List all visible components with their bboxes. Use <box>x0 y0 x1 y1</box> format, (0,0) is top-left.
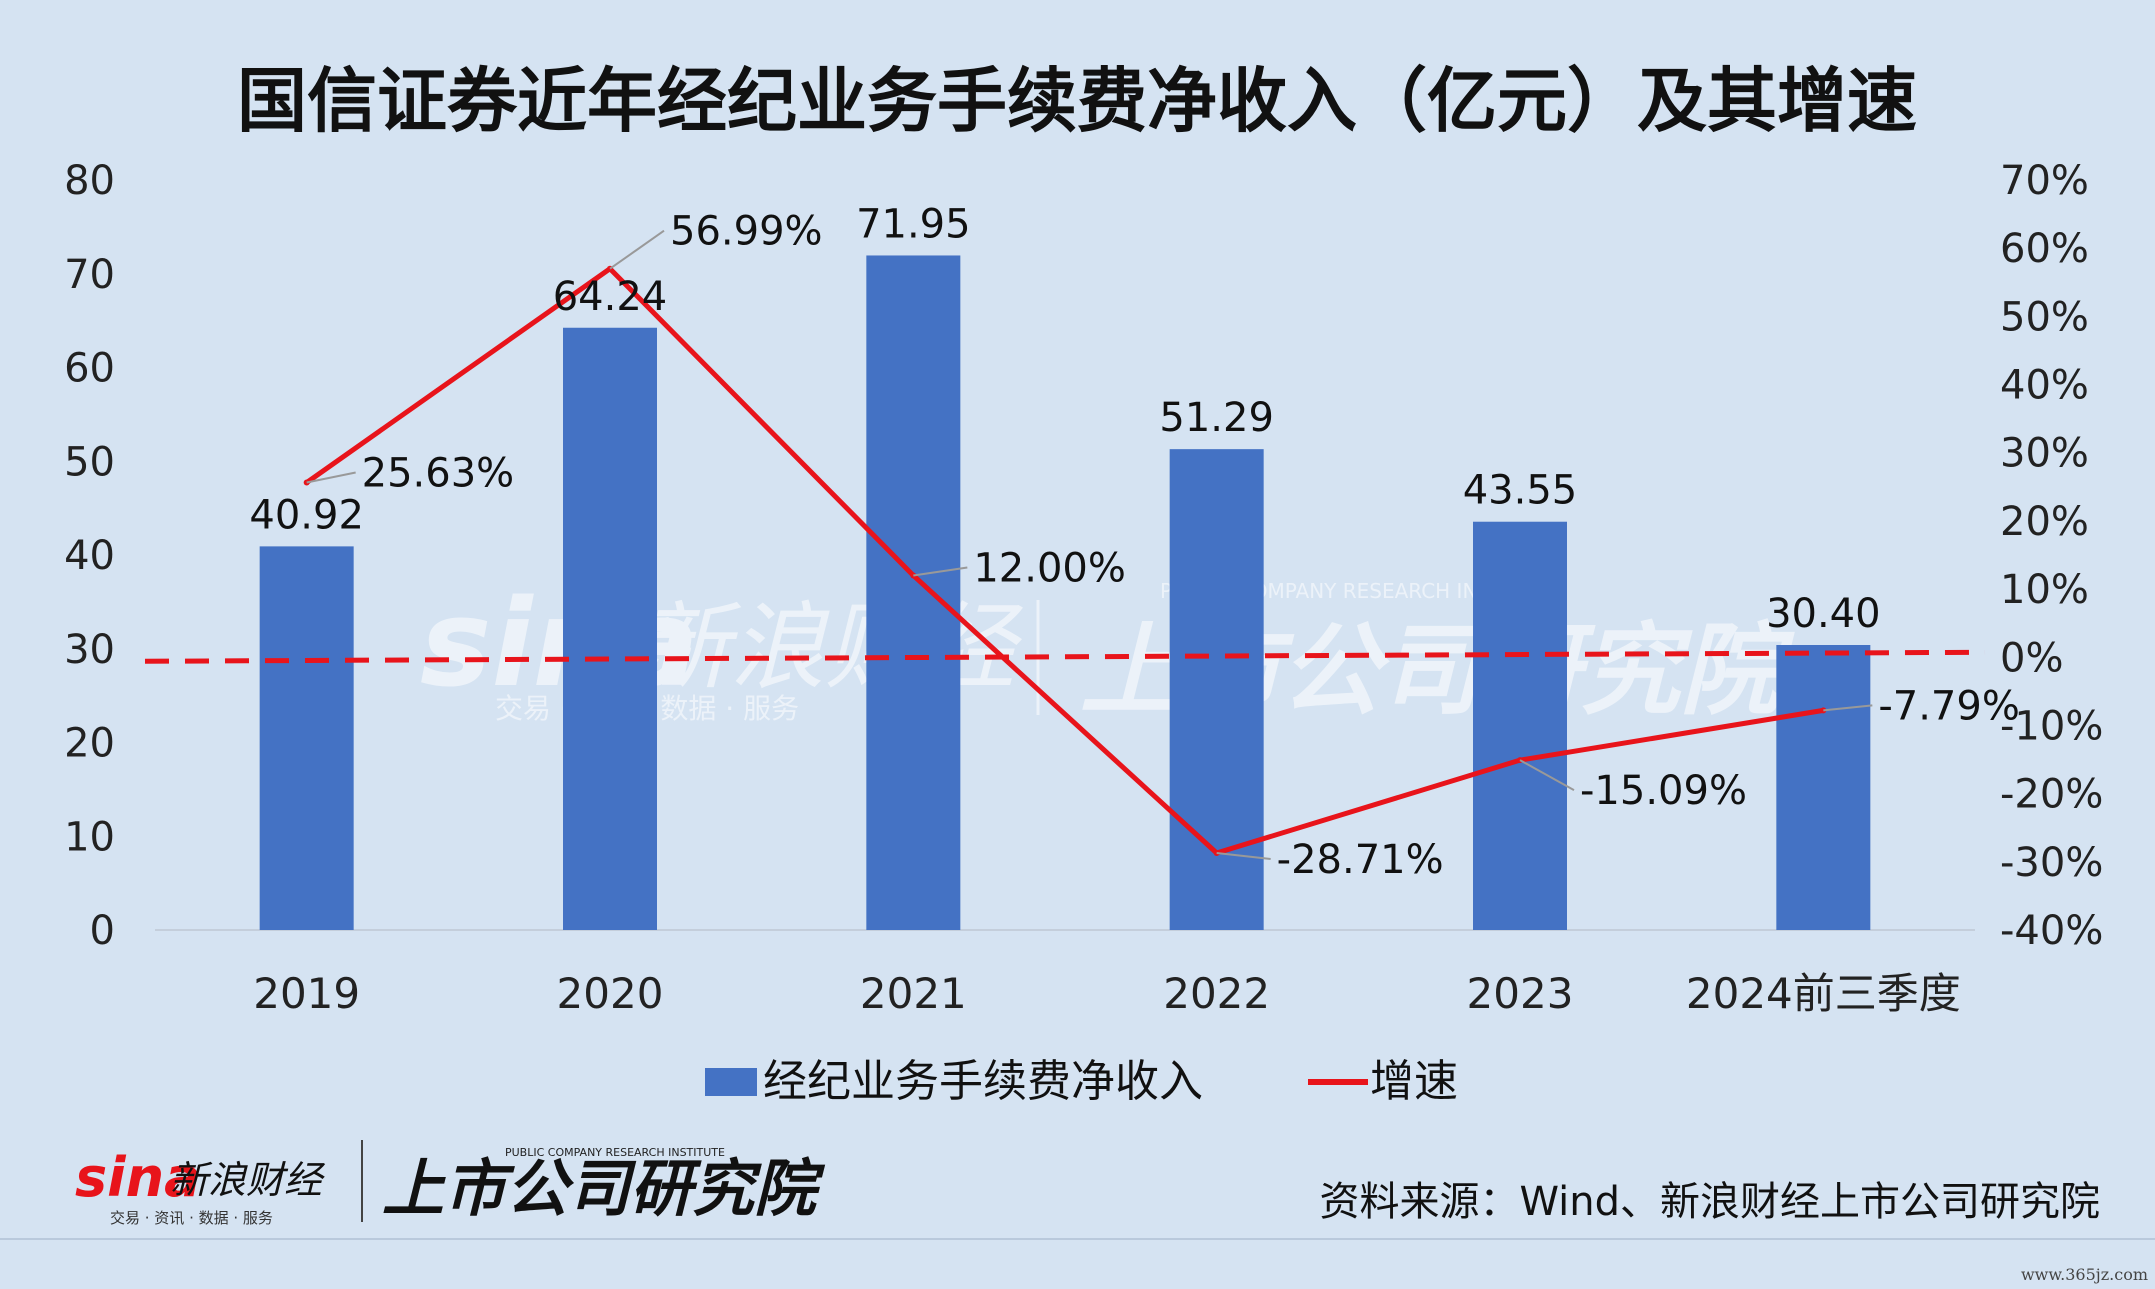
line-label-leader <box>1519 759 1575 792</box>
line-value-label: 25.63% <box>362 451 515 497</box>
y-left-tick-label: 40 <box>64 533 115 579</box>
bar-value-label: 64.24 <box>553 274 668 320</box>
y-right-tick-label: -20% <box>2000 772 2103 818</box>
line-label-leader <box>306 471 356 484</box>
line-label-leader <box>913 566 968 577</box>
x-tick-label: 2023 <box>1467 969 1574 1018</box>
y-right-tick-label: 10% <box>2000 567 2089 613</box>
bar <box>1473 521 1567 930</box>
y-left-tick-label: 30 <box>64 627 115 673</box>
y-right-tick-label: 60% <box>2000 226 2089 272</box>
legend-label-line: 增速 <box>1370 1056 1458 1107</box>
footer-logo: sina 新浪财经 交易 · 资讯 · 数据 · 服务 PUBLIC COMPA… <box>75 1140 826 1227</box>
y-left-tick-label: 10 <box>64 814 115 860</box>
y-right-tick-label: 70% <box>2000 158 2089 204</box>
bar <box>1169 449 1264 930</box>
line-label-leader <box>1216 852 1271 861</box>
y-right-tick-label: 30% <box>2000 431 2089 477</box>
bar-value-label: 43.55 <box>1463 468 1578 514</box>
bar <box>563 327 657 930</box>
y-left-tick-label: 60 <box>64 346 115 392</box>
y-right-tick-label: 50% <box>2000 294 2089 340</box>
y-right-tick-label: 40% <box>2000 363 2089 409</box>
growth-line <box>305 266 1824 856</box>
footer-institute-en: PUBLIC COMPANY RESEARCH INSTITUTE <box>505 1146 725 1159</box>
legend: 经纪业务手续费净收入 增速 <box>705 1056 1458 1107</box>
line-value-label: -15.09% <box>1580 768 1747 814</box>
y-left-tick-label: 50 <box>64 439 115 485</box>
y-right-tick-label: -40% <box>2000 908 2103 954</box>
footer-logo-tagline: 交易 · 资讯 · 数据 · 服务 <box>110 1209 273 1227</box>
legend-label-bar: 经纪业务手续费净收入 <box>763 1056 1203 1107</box>
line-value-label: 56.99% <box>670 209 823 255</box>
watermark-brand: 新浪财经 <box>635 593 1023 703</box>
y-right-tick-label: -10% <box>2000 703 2103 749</box>
axes: 0 10 20 30 40 50 60 70 80 -40% -30% -20% -10% 0% 10% 20… <box>64 158 2103 1018</box>
site-watermark: www.365jz.com <box>2021 1265 2148 1284</box>
data-labels: 40.92 64.24 71.95 51.29 43.55 30.40 25.63% 56.9… <box>249 201 2019 883</box>
y-right-tick-label: 0% <box>2000 635 2063 681</box>
reference-line-zero <box>144 649 1986 664</box>
legend-swatch-bar <box>705 1068 757 1096</box>
bar <box>866 255 961 930</box>
bar <box>1776 645 1871 930</box>
zero-reference-line <box>144 649 1986 664</box>
x-tick-label: 2024前三季度 <box>1686 969 1961 1018</box>
footer-logo-sina: sina <box>75 1146 201 1209</box>
bar-value-label: 71.95 <box>856 201 971 247</box>
footer-logo-brand: 新浪财经 <box>170 1158 326 1202</box>
x-tick-label: 2022 <box>1163 969 1270 1018</box>
source-note: 资料来源：Wind、新浪财经上市公司研究院 <box>1319 1179 2100 1225</box>
y-left-tick-label: 80 <box>64 158 115 204</box>
bar <box>259 546 354 930</box>
x-tick-label: 2021 <box>860 969 967 1018</box>
footer-institute: 上市公司研究院 <box>382 1152 826 1225</box>
line-value-label: -7.79% <box>1878 683 2020 729</box>
y-left-tick-label: 20 <box>64 721 115 767</box>
footer-divider <box>0 1238 2155 1240</box>
line-value-label: 12.00% <box>973 545 1126 591</box>
bar-value-label: 40.92 <box>249 492 364 538</box>
bar-value-label: 30.40 <box>1766 591 1881 637</box>
bar-value-label: 51.29 <box>1159 395 1274 441</box>
line-label-leader <box>1823 704 1873 712</box>
line-label-leader <box>609 229 665 270</box>
x-tick-label: 2019 <box>253 969 360 1018</box>
y-right-tick-label: -30% <box>2000 840 2103 886</box>
y-right-tick-label: 20% <box>2000 499 2089 545</box>
y-left-tick-label: 70 <box>64 252 115 298</box>
line-value-label: -28.71% <box>1277 837 1444 883</box>
x-tick-label: 2020 <box>557 969 664 1018</box>
y-left-tick-label: 0 <box>90 908 115 954</box>
chart-title: 国信证券近年经纪业务手续费净收入（亿元）及其增速 <box>237 60 1917 142</box>
